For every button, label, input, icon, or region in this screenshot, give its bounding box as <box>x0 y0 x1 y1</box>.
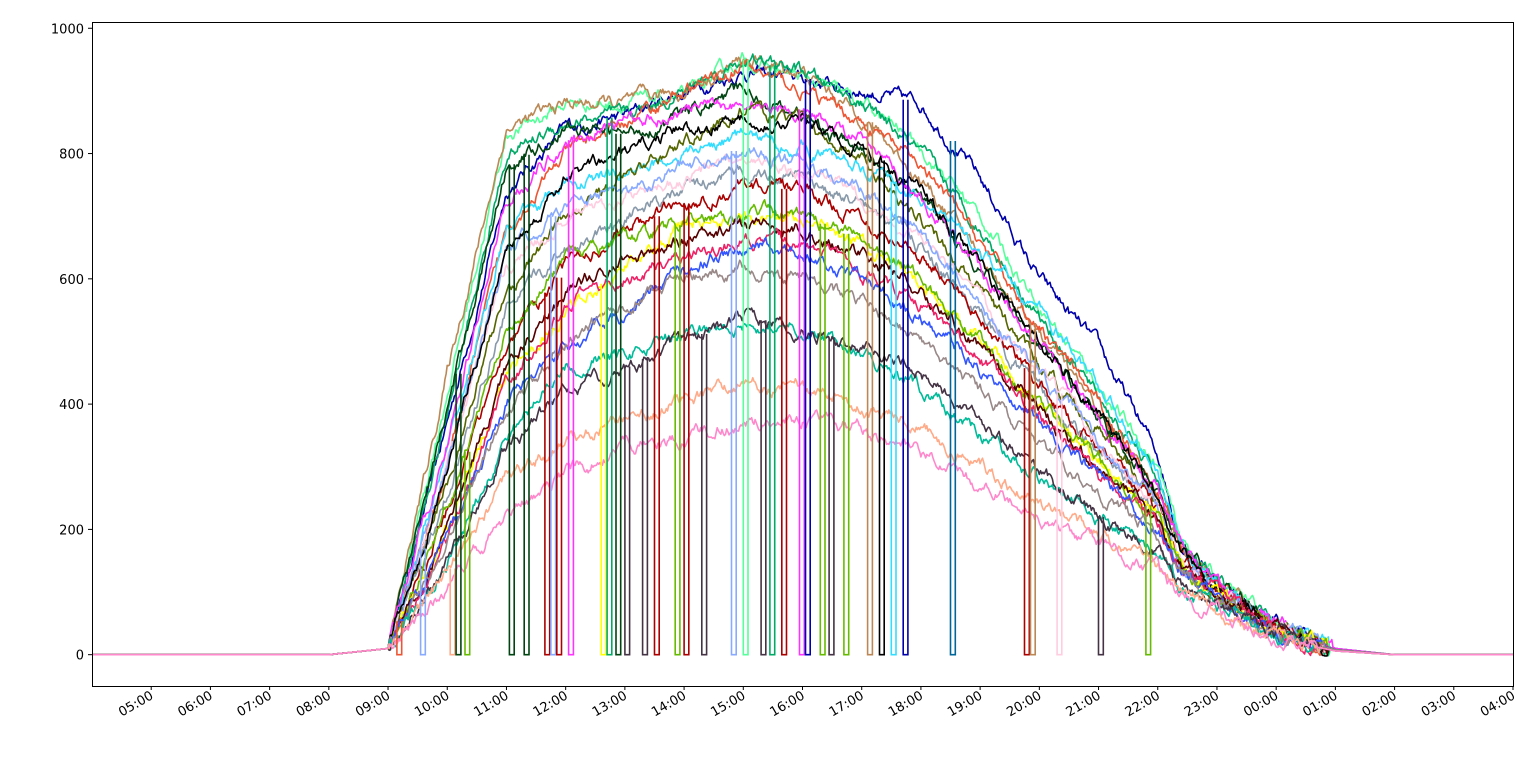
x-tick-label: 09:00 <box>353 688 393 720</box>
series-drop-6 <box>508 164 515 656</box>
series-drop-23 <box>760 320 767 656</box>
series-line-6 <box>92 82 1513 656</box>
series-drop-16 <box>641 359 649 656</box>
series-drop-14 <box>615 133 622 656</box>
series-drop-4 <box>455 373 462 656</box>
x-tick-label: 07:00 <box>235 688 275 720</box>
series-drop-25 <box>781 188 788 656</box>
x-tick-label: 02:00 <box>1360 688 1400 720</box>
plot-frame <box>92 22 1514 687</box>
series-line-12 <box>92 153 1513 656</box>
series-drop-18 <box>674 225 681 656</box>
y-axis: 0 200 400 600 800 1000 <box>51 22 92 664</box>
series-drop-37 <box>1029 323 1036 656</box>
series-line-1 <box>92 64 1513 656</box>
x-tick-label: 21:00 <box>1064 688 1104 720</box>
x-tick-label: 18:00 <box>886 688 926 720</box>
series-drop-11 <box>567 140 575 656</box>
series-drop-33 <box>890 181 897 656</box>
series-drop-26 <box>798 109 806 656</box>
series-drop-22 <box>742 59 749 656</box>
series-line-3 <box>92 55 1513 656</box>
series-line-17 <box>92 217 1513 656</box>
x-tick-label: 22:00 <box>1123 688 1163 720</box>
x-tick-label: 12:00 <box>531 688 571 720</box>
series-drop-36 <box>1023 368 1031 656</box>
x-tick-label: 06:00 <box>175 688 215 720</box>
series-line-9 <box>92 100 1513 656</box>
series-line-22 <box>92 307 1513 656</box>
series-drop-3 <box>449 568 456 656</box>
x-tick-label: 08:00 <box>294 688 334 720</box>
x-tick-label: 05:00 <box>116 688 156 720</box>
series-drop-27 <box>804 79 811 656</box>
series-drop-15 <box>624 366 631 656</box>
y-tick-label: 0 <box>76 649 84 664</box>
series-drop-28 <box>819 223 826 656</box>
series-line-15 <box>92 210 1513 656</box>
x-tick-label: 04:00 <box>1478 688 1518 720</box>
x-tick-label: 01:00 <box>1300 688 1340 720</box>
series-line-14 <box>92 112 1513 657</box>
series-drop-38 <box>1056 393 1063 656</box>
series-line-8 <box>92 97 1513 656</box>
series-drop-12 <box>600 283 607 656</box>
series-drop-39 <box>1097 516 1105 656</box>
x-tick-label: 10:00 <box>412 688 452 720</box>
series-drop-31 <box>866 122 874 656</box>
series-line-23 <box>92 376 1513 656</box>
series-drop-20 <box>701 334 708 656</box>
series-drop-8 <box>544 292 551 656</box>
series-line-24 <box>92 409 1513 656</box>
x-tick-label: 14:00 <box>649 688 689 720</box>
series-line-16 <box>92 199 1513 656</box>
series-line-19 <box>92 236 1513 656</box>
x-tick-label: 11:00 <box>472 688 512 720</box>
series-drop-10 <box>556 277 563 656</box>
series-line-5 <box>92 58 1513 657</box>
series-drop-13 <box>606 117 613 656</box>
series-drop-17 <box>653 216 660 656</box>
series-drop-34 <box>902 99 909 656</box>
x-tick-label: 20:00 <box>1004 688 1044 720</box>
x-axis: 05:00 06:00 07:00 08:00 09:00 10:00 11:00 12:00… <box>116 686 1518 720</box>
series-drop-32 <box>878 160 885 656</box>
series-drop-9 <box>550 216 557 656</box>
plot-series <box>92 52 1513 657</box>
x-tick-label: 15:00 <box>708 688 748 720</box>
series-drop-40 <box>1145 505 1152 656</box>
series-drop-2 <box>419 548 427 656</box>
series-line-21 <box>92 321 1513 656</box>
series-line-7 <box>92 127 1513 656</box>
y-tick-label: 600 <box>59 273 84 288</box>
series-line-18 <box>92 227 1513 657</box>
series-drop-19 <box>683 203 690 656</box>
x-tick-label: 16:00 <box>768 688 808 720</box>
x-tick-label: 03:00 <box>1419 688 1459 720</box>
series-drop-30 <box>843 233 850 656</box>
series-drop-5 <box>464 451 471 656</box>
x-tick-label: 17:00 <box>827 688 867 720</box>
y-tick-label: 800 <box>59 148 84 163</box>
x-tick-label: 00:00 <box>1241 688 1281 720</box>
y-tick-label: 1000 <box>51 22 84 37</box>
series-drop-35 <box>949 141 957 656</box>
series-drop-24 <box>769 65 776 656</box>
series-drop-29 <box>828 337 835 656</box>
series-drop-21 <box>730 151 737 656</box>
series-line-11 <box>92 176 1513 656</box>
x-tick-label: 19:00 <box>945 688 985 720</box>
series-drop-7 <box>523 154 530 656</box>
x-tick-label: 23:00 <box>1182 688 1222 720</box>
y-tick-label: 200 <box>59 523 84 538</box>
series-drop-1 <box>396 621 403 656</box>
y-tick-label: 400 <box>59 398 84 413</box>
series-line-20 <box>92 259 1513 656</box>
x-tick-label: 13:00 <box>590 688 630 720</box>
